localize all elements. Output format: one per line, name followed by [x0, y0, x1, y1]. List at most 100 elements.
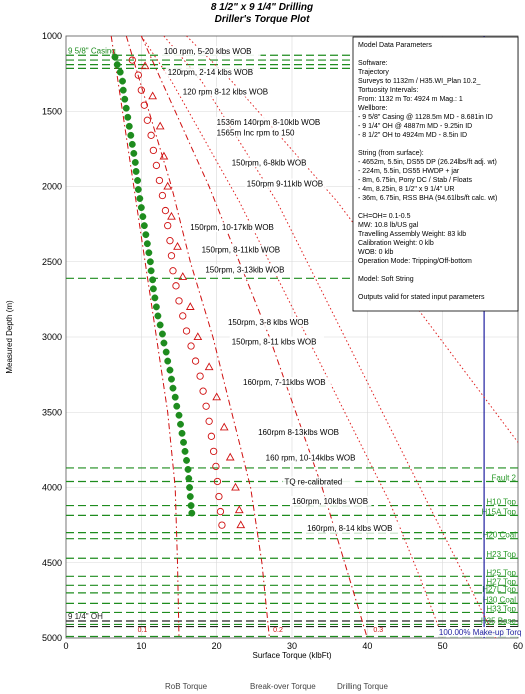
info-box-line: WOB: 0 klb — [358, 249, 394, 256]
casing-label: 9 1/4" OH — [68, 612, 103, 621]
breakover-torque-point — [158, 191, 167, 200]
rob-torque-point — [119, 86, 127, 94]
rob-torque-point — [152, 303, 160, 311]
annotation-label: 160rpm, 7-11klbs WOB — [243, 378, 326, 387]
rob-torque-point — [184, 465, 192, 473]
rob-torque-point — [113, 61, 121, 69]
annotation-bg — [263, 452, 363, 463]
drilling-torque-point — [204, 362, 214, 371]
breakover-torque-point — [155, 176, 164, 185]
info-box-line: Wellbore: — [358, 105, 387, 112]
drilling-torque-point — [178, 272, 188, 280]
breakover-torque-point — [205, 417, 213, 425]
annotation-bg — [282, 476, 356, 487]
formation-label: Fault 2 — [492, 473, 517, 482]
annotation-label: 150rpm, 8-11 klbs WOB — [232, 338, 317, 347]
rob-torque-point — [147, 267, 155, 275]
rob-torque-point — [158, 330, 166, 338]
annotation-bg — [214, 127, 305, 138]
annotation-label: TQ re-calibrated — [284, 477, 342, 486]
info-box-line: Model: Soft String — [358, 276, 414, 283]
annotation-bg — [256, 426, 342, 437]
y-tick-label: 1500 — [42, 106, 62, 116]
annotation-bg — [229, 157, 312, 168]
y-axis-label: Measured Depth (m) — [5, 300, 14, 374]
rob-torque-point — [125, 122, 133, 130]
rob-torque-point — [122, 104, 130, 112]
info-box-line: Operation Mode: Tripping/Off-bottom — [358, 258, 472, 265]
rob-torque-point — [181, 447, 189, 455]
legend: RoB Torque Break-over Torque Drilling Torq… — [165, 682, 389, 691]
rob-torque-point — [132, 168, 140, 175]
annotation-label: 100 rpm, 5-20 klbs WOB — [164, 47, 252, 56]
breakover-torque-point — [140, 101, 148, 109]
info-box-line: - 8 1/2" OH to 4924m MD - 8.5in ID — [358, 132, 467, 139]
info-box-line: Software: — [358, 60, 388, 67]
formation-label: H33 Top — [486, 604, 516, 613]
formation-label: H10 Top — [486, 498, 516, 507]
rob-torque-point — [188, 509, 196, 517]
info-box-line — [358, 285, 360, 292]
rob-torque-point — [168, 375, 175, 383]
info-box-line: Calibration Weight: 0 klb — [358, 240, 434, 247]
annotation-label: 1536m 140rpm 8-10klb WOB — [217, 118, 321, 127]
breakover-torque-point — [187, 342, 195, 350]
annotation-label: 1565m Inc rpm to 150 — [217, 128, 295, 137]
info-box-line: - 9 5/8" Casing @ 1128.5m MD - 8.681in I… — [358, 114, 493, 121]
rob-torque-point — [156, 321, 164, 329]
breakover-torque-point — [216, 507, 225, 516]
breakover-torque-point — [152, 161, 161, 170]
info-box-line — [358, 204, 360, 211]
legend-entry: Drilling Torque — [337, 682, 389, 691]
drilling-torque-point — [212, 392, 222, 401]
breakover-torque-point — [147, 131, 155, 139]
breakover-torque-point — [218, 521, 226, 529]
legend-entry: Break-over Torque — [250, 682, 316, 691]
breakover-torque-point — [143, 116, 152, 124]
annotation-label: 120rpm, 2-14 klbs WOB — [168, 68, 253, 77]
info-box: Model Data Parameters Software: Trajector… — [352, 36, 519, 312]
info-box-line: Trajectory — [358, 69, 389, 76]
rob-torque-point — [151, 294, 159, 302]
annotation-bg — [203, 264, 290, 275]
drilling-torque-point — [167, 211, 176, 220]
formation-label: H27 Top — [486, 577, 516, 586]
annotation-bg — [225, 316, 316, 327]
y-tick-label: 5000 — [42, 633, 62, 643]
breakover-torque-point — [179, 312, 187, 320]
breakover-torque-point — [199, 387, 207, 395]
info-box-line: - 36m, 6.75in, RSS BHA (94.61lbs/ft calc… — [358, 195, 497, 202]
annotation-label: 150rpm, 10-17klb WOB — [190, 223, 274, 232]
rob-torque-point — [164, 357, 172, 365]
friction-factor-label: 0.3 — [373, 627, 383, 634]
annotation-bg — [244, 178, 327, 189]
annotation-bg — [241, 377, 332, 388]
info-box-line: String (from surface): — [358, 150, 424, 157]
annotation-label: 150rpm, 6-8klb WOB — [232, 158, 307, 167]
plot-area — [65, 35, 519, 639]
y-tick-label: 2000 — [42, 182, 62, 192]
rob-torque-point — [169, 384, 177, 392]
annotation-label: 150rpm, 3-8 klbs WOB — [228, 318, 309, 327]
info-box-text: Model Data Parameters Software: Trajector… — [358, 42, 497, 301]
info-box-line: CH=OH= 0.1-0.5 — [358, 213, 411, 220]
drilling-torque-point — [219, 422, 229, 431]
breakover-torque-point — [175, 297, 183, 305]
breakover-torque-point — [212, 462, 220, 471]
breakover-torque-point — [149, 146, 158, 155]
rob-torque-point — [128, 140, 136, 148]
annotation-bg — [188, 222, 279, 233]
annotation-label: 100.00% Make-up Torq — [439, 628, 522, 637]
rob-torque-point — [139, 213, 147, 221]
info-box-line: Surveys to 1132m / H35.WI_Plan 10.2_ — [358, 78, 481, 85]
x-tick-label: 10 — [136, 641, 146, 651]
annotations: 100 rpm, 5-20 klbs WOB 120rpm, 2-14 klbs … — [161, 46, 525, 637]
rob-torque-point — [162, 348, 170, 356]
x-tick-label: 60 — [513, 641, 523, 651]
breakover-torque-point — [172, 282, 180, 290]
info-box-line: - 224m, 5.5in, DS55 HWDP + jar — [358, 168, 460, 175]
annotation-label: 160rpm, 10klbs WOB — [292, 497, 368, 506]
rob-torque-point — [134, 177, 142, 184]
legend-entry: RoB Torque — [165, 682, 208, 691]
